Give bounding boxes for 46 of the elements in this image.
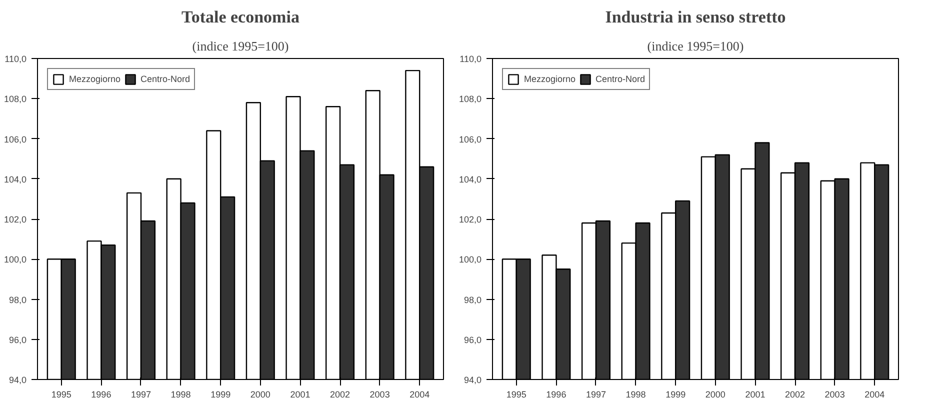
y-tick-label: 94,0 (8, 375, 27, 385)
x-tick-label: 1998 (626, 390, 646, 400)
y-tick-label: 106,0 (4, 134, 27, 144)
x-tick-label: 1997 (130, 390, 152, 400)
legend-label: Centro-Nord (596, 73, 646, 85)
x-tick-label: 2004 (410, 390, 430, 400)
x-tick-label: 2002 (330, 390, 350, 400)
y-tick-label: 108,0 (4, 94, 27, 104)
y-tick-label: 94,0 (464, 375, 482, 385)
x-tick-label: 1999 (210, 390, 231, 400)
y-tick-label: 100,0 (458, 254, 482, 265)
chart-subtitle: (indice 1995=100) (192, 38, 289, 54)
x-tick-label: 2004 (864, 390, 885, 400)
x-tick-label: 1996 (91, 390, 112, 400)
chart-title: Industria in senso stretto (605, 8, 786, 26)
x-tick-label: 1997 (586, 390, 606, 400)
y-tick-label: 98,0 (464, 294, 482, 305)
x-tick-label: 2003 (370, 390, 390, 400)
x-tick-label: 1995 (506, 390, 526, 400)
x-tick-label: 2003 (824, 390, 845, 400)
legend-label: Mezzogiorno (524, 73, 576, 85)
y-tick-label: 98,0 (8, 294, 27, 305)
y-tick-label: 96,0 (464, 334, 482, 345)
y-tick-label: 102,0 (4, 214, 27, 224)
x-tick-label: 1996 (546, 390, 566, 400)
x-tick-label: 1995 (51, 390, 72, 400)
x-tick-label: 2001 (745, 390, 766, 400)
x-tick-label: 1998 (170, 390, 191, 400)
y-tick-label: 110,0 (4, 54, 27, 64)
y-tick-label: 108,0 (458, 94, 482, 104)
x-tick-label: 2000 (250, 390, 270, 400)
y-tick-label: 110,0 (460, 54, 482, 64)
y-tick-label: 104,0 (4, 174, 27, 184)
legend-label: Centro-Nord (140, 73, 190, 85)
x-tick-label: 2000 (705, 390, 726, 400)
y-tick-label: 106,0 (458, 134, 482, 144)
chart-title: Totale economia (182, 8, 300, 26)
legend-label: Mezzogiorno (69, 73, 121, 85)
y-tick-label: 100,0 (4, 254, 27, 265)
y-tick-label: 104,0 (458, 174, 482, 184)
y-tick-label: 96,0 (8, 334, 27, 345)
x-tick-label: 1999 (666, 390, 686, 400)
x-tick-label: 2001 (290, 390, 310, 400)
y-tick-label: 102,0 (458, 214, 482, 224)
x-tick-label: 2002 (785, 390, 806, 400)
chart-subtitle: (indice 1995=100) (647, 38, 744, 54)
